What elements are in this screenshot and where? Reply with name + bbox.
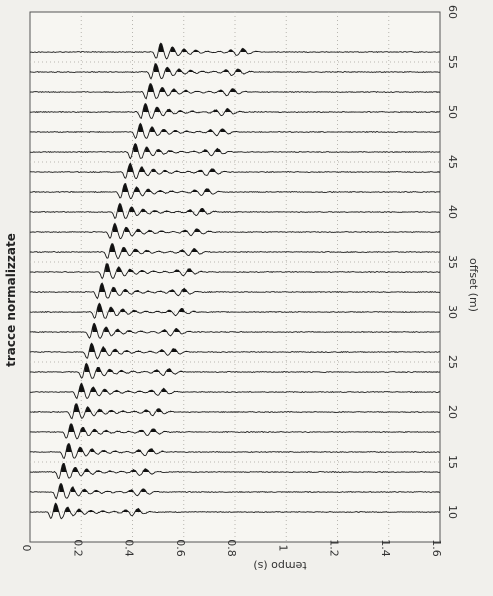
- trace-line: [29, 63, 441, 80]
- trace-fill: [154, 63, 253, 72]
- grid-vertical: [80, 12, 390, 542]
- trace-line: [29, 42, 441, 60]
- y-tick-label: 15: [446, 455, 459, 469]
- y-tick-label: 25: [446, 355, 459, 369]
- trace-fill: [117, 203, 218, 212]
- trace-line: [29, 122, 441, 140]
- y-axis-label: offset (m): [467, 258, 480, 312]
- traces-group: [29, 42, 441, 520]
- y-tick-label: 60: [446, 5, 459, 19]
- y-tick-label: 55: [446, 55, 459, 69]
- y-tick-label: 10: [446, 505, 459, 519]
- trace-line: [29, 442, 441, 460]
- x-tick-label: 1.6: [430, 539, 443, 557]
- trace-fill: [113, 223, 213, 232]
- trace-line: [29, 243, 441, 260]
- chart-title: tracce normalizzate: [4, 233, 18, 367]
- y-tick-label: 50: [446, 105, 459, 119]
- trace-line: [29, 403, 441, 420]
- x-tick-label: 0.6: [174, 539, 187, 557]
- x-tick-label: 1: [276, 545, 289, 552]
- x-axis-label: tempo (s): [253, 559, 306, 572]
- x-tick-label: 0.2: [71, 539, 84, 557]
- trace-fill: [158, 43, 259, 52]
- trace-line: [29, 162, 441, 180]
- trace-line: [29, 302, 441, 319]
- trace-line: [29, 362, 441, 379]
- x-tick-label: 0.8: [225, 539, 238, 557]
- trace-fill: [84, 363, 184, 372]
- trace-line: [29, 83, 441, 100]
- trace-line: [29, 482, 441, 500]
- y-tick-label: 40: [446, 205, 459, 219]
- trace-line: [29, 102, 441, 119]
- trace-fill: [105, 263, 203, 272]
- y-tick-labels: 10 15 20 25 30 35 40 45 50 55 60: [446, 5, 459, 519]
- x-tick-labels: 0 0.2 0.4 0.6 0.8 1 1.2 1.4 1.6: [20, 539, 443, 557]
- y-tick-label: 30: [446, 305, 459, 319]
- x-tick-label: 0.4: [123, 539, 136, 557]
- y-tick-label: 20: [446, 405, 459, 419]
- trace-line: [29, 282, 441, 300]
- trace-line: [29, 143, 441, 160]
- x-tick-label: 0: [20, 545, 33, 552]
- trace-line: [29, 342, 441, 360]
- x-tick-label: 1.4: [379, 539, 392, 557]
- trace-line: [29, 322, 440, 339]
- trace-line: [29, 263, 441, 280]
- trace-line: [29, 222, 441, 240]
- trace-line: [29, 182, 441, 200]
- trace-line: [29, 202, 441, 220]
- x-tick-label: 1.2: [328, 539, 341, 557]
- trace-line: [29, 463, 440, 480]
- trace-line: [30, 502, 441, 520]
- trace-line: [29, 423, 441, 440]
- y-tick-label: 45: [446, 155, 459, 169]
- trace-line: [29, 382, 441, 400]
- y-tick-label: 35: [446, 255, 459, 269]
